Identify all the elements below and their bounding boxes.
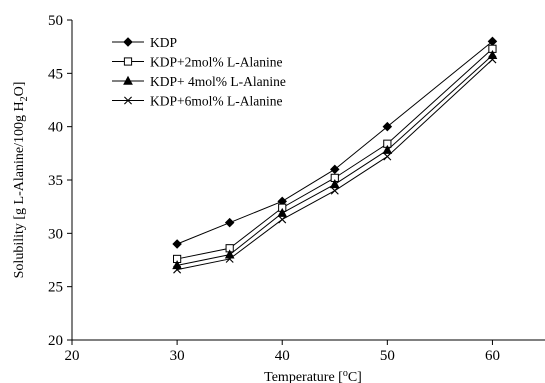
legend-entry-2: KDP+2mol% L-Alanine — [112, 55, 282, 70]
data-point — [382, 144, 393, 154]
legend: KDP KDP+2mol% L-Alanine KDP+ 4mol% L-Alani… — [112, 35, 286, 109]
x-tick-label: 50 — [380, 348, 395, 364]
series-4 — [173, 55, 497, 274]
marker-x-stroke — [124, 96, 132, 105]
legend-entry-4: KDP+6mol% L-Alanine — [112, 94, 282, 109]
data-point — [383, 152, 392, 161]
series-line — [177, 48, 493, 260]
series-line — [177, 59, 493, 271]
marker-x-stroke — [488, 55, 497, 64]
data-point — [329, 179, 340, 189]
legend-marker — [123, 57, 133, 66]
legend-entry-3: KDP+ 4mol% L-Alanine — [112, 74, 286, 89]
x-axis-ticks: 20 30 40 50 60 — [65, 340, 500, 364]
data-point — [277, 207, 288, 217]
x-axis-title: Temperature [oC] — [264, 368, 362, 383]
series-line — [176, 40, 493, 245]
x-tick-label: 30 — [170, 348, 185, 364]
data-point — [330, 186, 339, 195]
y-axis-ticks: 20 25 30 35 40 45 50 — [48, 13, 72, 349]
series-3 — [172, 49, 498, 270]
x-tick-label: 20 — [65, 348, 80, 364]
y-tick-label: 25 — [48, 280, 63, 296]
legend-label: KDP+2mol% L-Alanine — [150, 55, 282, 70]
legend-entry-1: KDP — [112, 35, 177, 50]
legend-label: KDP+ 4mol% L-Alanine — [150, 74, 286, 89]
data-point — [224, 217, 235, 228]
legend-marker — [123, 75, 133, 85]
legend-label: KDP — [150, 35, 177, 50]
marker-x-stroke — [330, 186, 339, 195]
data-point — [330, 164, 340, 175]
data-point — [172, 239, 182, 249]
marker-x-stroke — [383, 152, 392, 161]
x-tick-label: 60 — [485, 348, 500, 364]
y-tick-label: 35 — [48, 173, 63, 189]
data-point — [278, 215, 287, 224]
axes — [71, 20, 545, 341]
x-tick-label: 40 — [275, 348, 290, 364]
y-tick-label: 40 — [48, 120, 63, 136]
series-2 — [173, 44, 497, 264]
y-tick-label: 20 — [48, 333, 63, 349]
legend-label: KDP+6mol% L-Alanine — [150, 94, 282, 109]
marker-x-stroke — [278, 215, 287, 224]
legend-marker — [123, 37, 133, 47]
marker-x-stroke — [225, 254, 234, 263]
series-layer — [172, 36, 498, 274]
legend-marker — [124, 96, 132, 105]
data-point — [382, 121, 393, 132]
marker-x-stroke — [173, 265, 182, 274]
y-tick-label: 45 — [48, 66, 63, 82]
data-point — [225, 254, 234, 263]
data-point — [488, 55, 497, 64]
y-axis-title: Solubility [g L-Alanine/100g H2O] — [12, 82, 30, 279]
series-line — [177, 54, 493, 266]
y-tick-label: 50 — [48, 13, 63, 29]
y-tick-label: 30 — [48, 226, 63, 242]
data-point — [173, 265, 182, 274]
